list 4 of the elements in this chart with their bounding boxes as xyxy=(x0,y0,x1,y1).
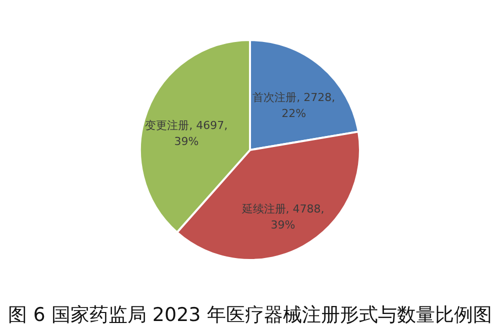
slice-label: 首次注册, 2728, 22% xyxy=(252,91,336,120)
slice-label: 变更注册, 4697, 39% xyxy=(145,118,228,148)
slice-label: 延续注册, 4788, 39% xyxy=(240,202,324,232)
text: 图 6 国家药监局 2023 年医疗器械注册形式与数量比例图 xyxy=(8,304,492,326)
